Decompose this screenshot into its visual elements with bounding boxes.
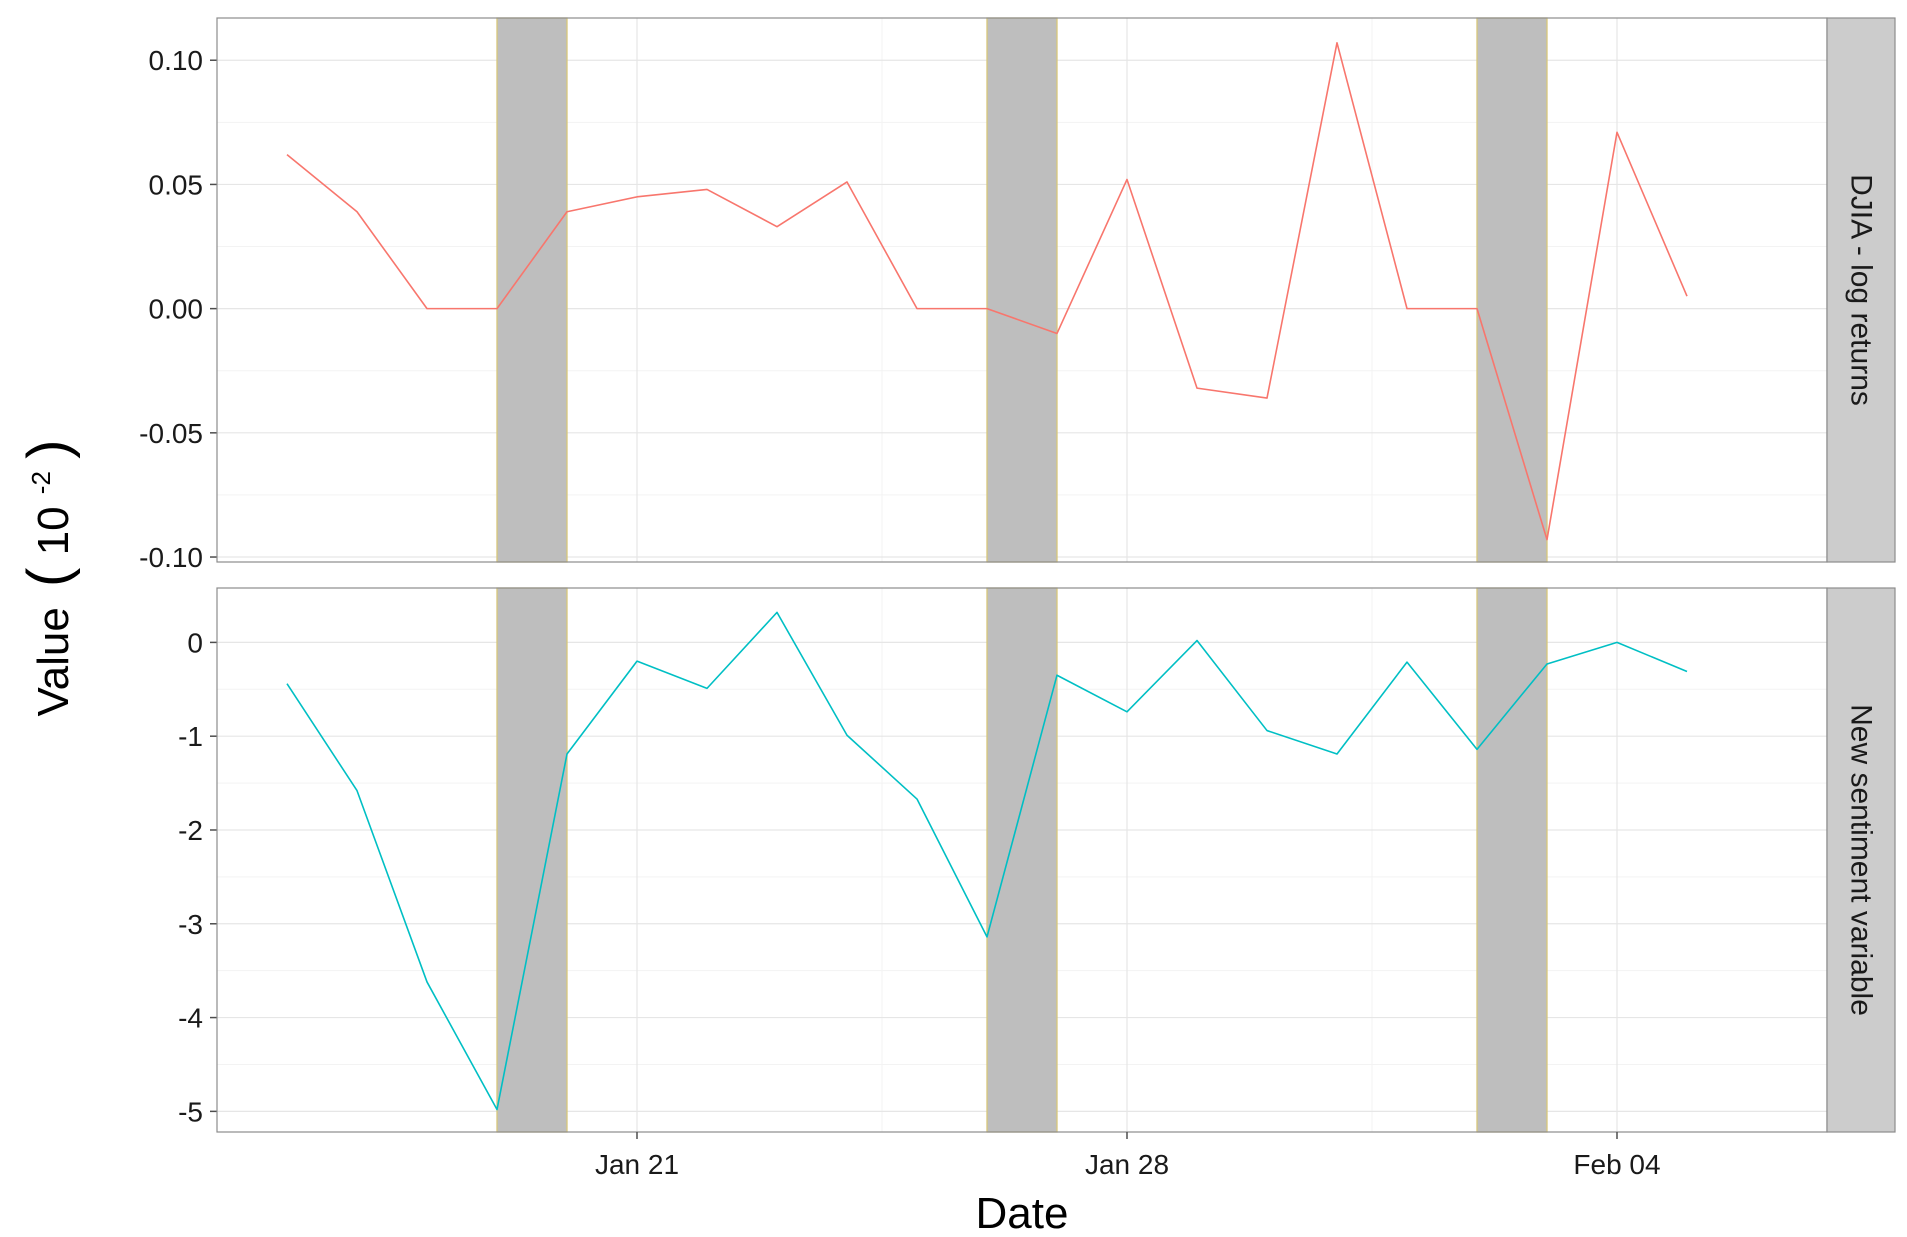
- x-tick-label: Feb 04: [1573, 1149, 1660, 1180]
- x-axis-title: Date: [976, 1189, 1069, 1237]
- y-tick-label: -3: [178, 909, 203, 940]
- y-tick-label: -0.05: [139, 418, 203, 449]
- y-axis-title: Value ( 10 -2 ): [11, 440, 81, 717]
- y-tick-label: -5: [178, 1096, 203, 1127]
- y-axis-unit-base: 10: [29, 506, 78, 555]
- y-tick-label: -0.10: [139, 542, 203, 573]
- facet-strip: [1826, 587, 1896, 1133]
- facet-strip-label: DJIA - log returns: [1845, 174, 1878, 406]
- shaded-period: [1476, 587, 1548, 1133]
- facet-strip: [1826, 17, 1896, 563]
- x-tick-label: Jan 28: [1085, 1149, 1169, 1180]
- y-axis-title-text: Value: [29, 607, 78, 716]
- series-line: [286, 42, 1688, 541]
- shaded-period: [986, 17, 1058, 563]
- x-tick-label: Jan 21: [595, 1149, 679, 1180]
- y-tick-label: 0: [187, 627, 203, 658]
- y-tick-label: -2: [178, 815, 203, 846]
- panels-layer: 0.10 0.05 0.00 -0.05 -0.10 DJIA - log returns…: [139, 17, 1896, 1133]
- y-tick-label: 0.00: [149, 294, 204, 325]
- shaded-period: [1476, 17, 1548, 563]
- series-line: [286, 611, 1688, 1111]
- facet-strip-label: New sentiment variable: [1845, 704, 1878, 1016]
- panel-1: 0.10 0.05 0.00 -0.05 -0.10 DJIA - log returns: [139, 17, 1896, 573]
- y-tick-label: -4: [178, 1003, 203, 1034]
- shaded-period: [496, 17, 568, 563]
- panel-2: 0 -1 -2 -3 -4 -5 New sentiment variable: [178, 587, 1896, 1133]
- y-tick-label: 0.10: [149, 45, 204, 76]
- y-tick-label: -1: [178, 721, 203, 752]
- y-axis-unit-exponent: -2: [26, 471, 56, 494]
- shaded-period: [986, 587, 1058, 1133]
- x-axis: Jan 21 Jan 28 Feb 04: [595, 1132, 1661, 1180]
- svg-text:Value ( 10 -: Value ( 10 -2 ): [11, 440, 81, 717]
- shaded-period: [496, 587, 568, 1133]
- y-tick-label: 0.05: [149, 169, 204, 200]
